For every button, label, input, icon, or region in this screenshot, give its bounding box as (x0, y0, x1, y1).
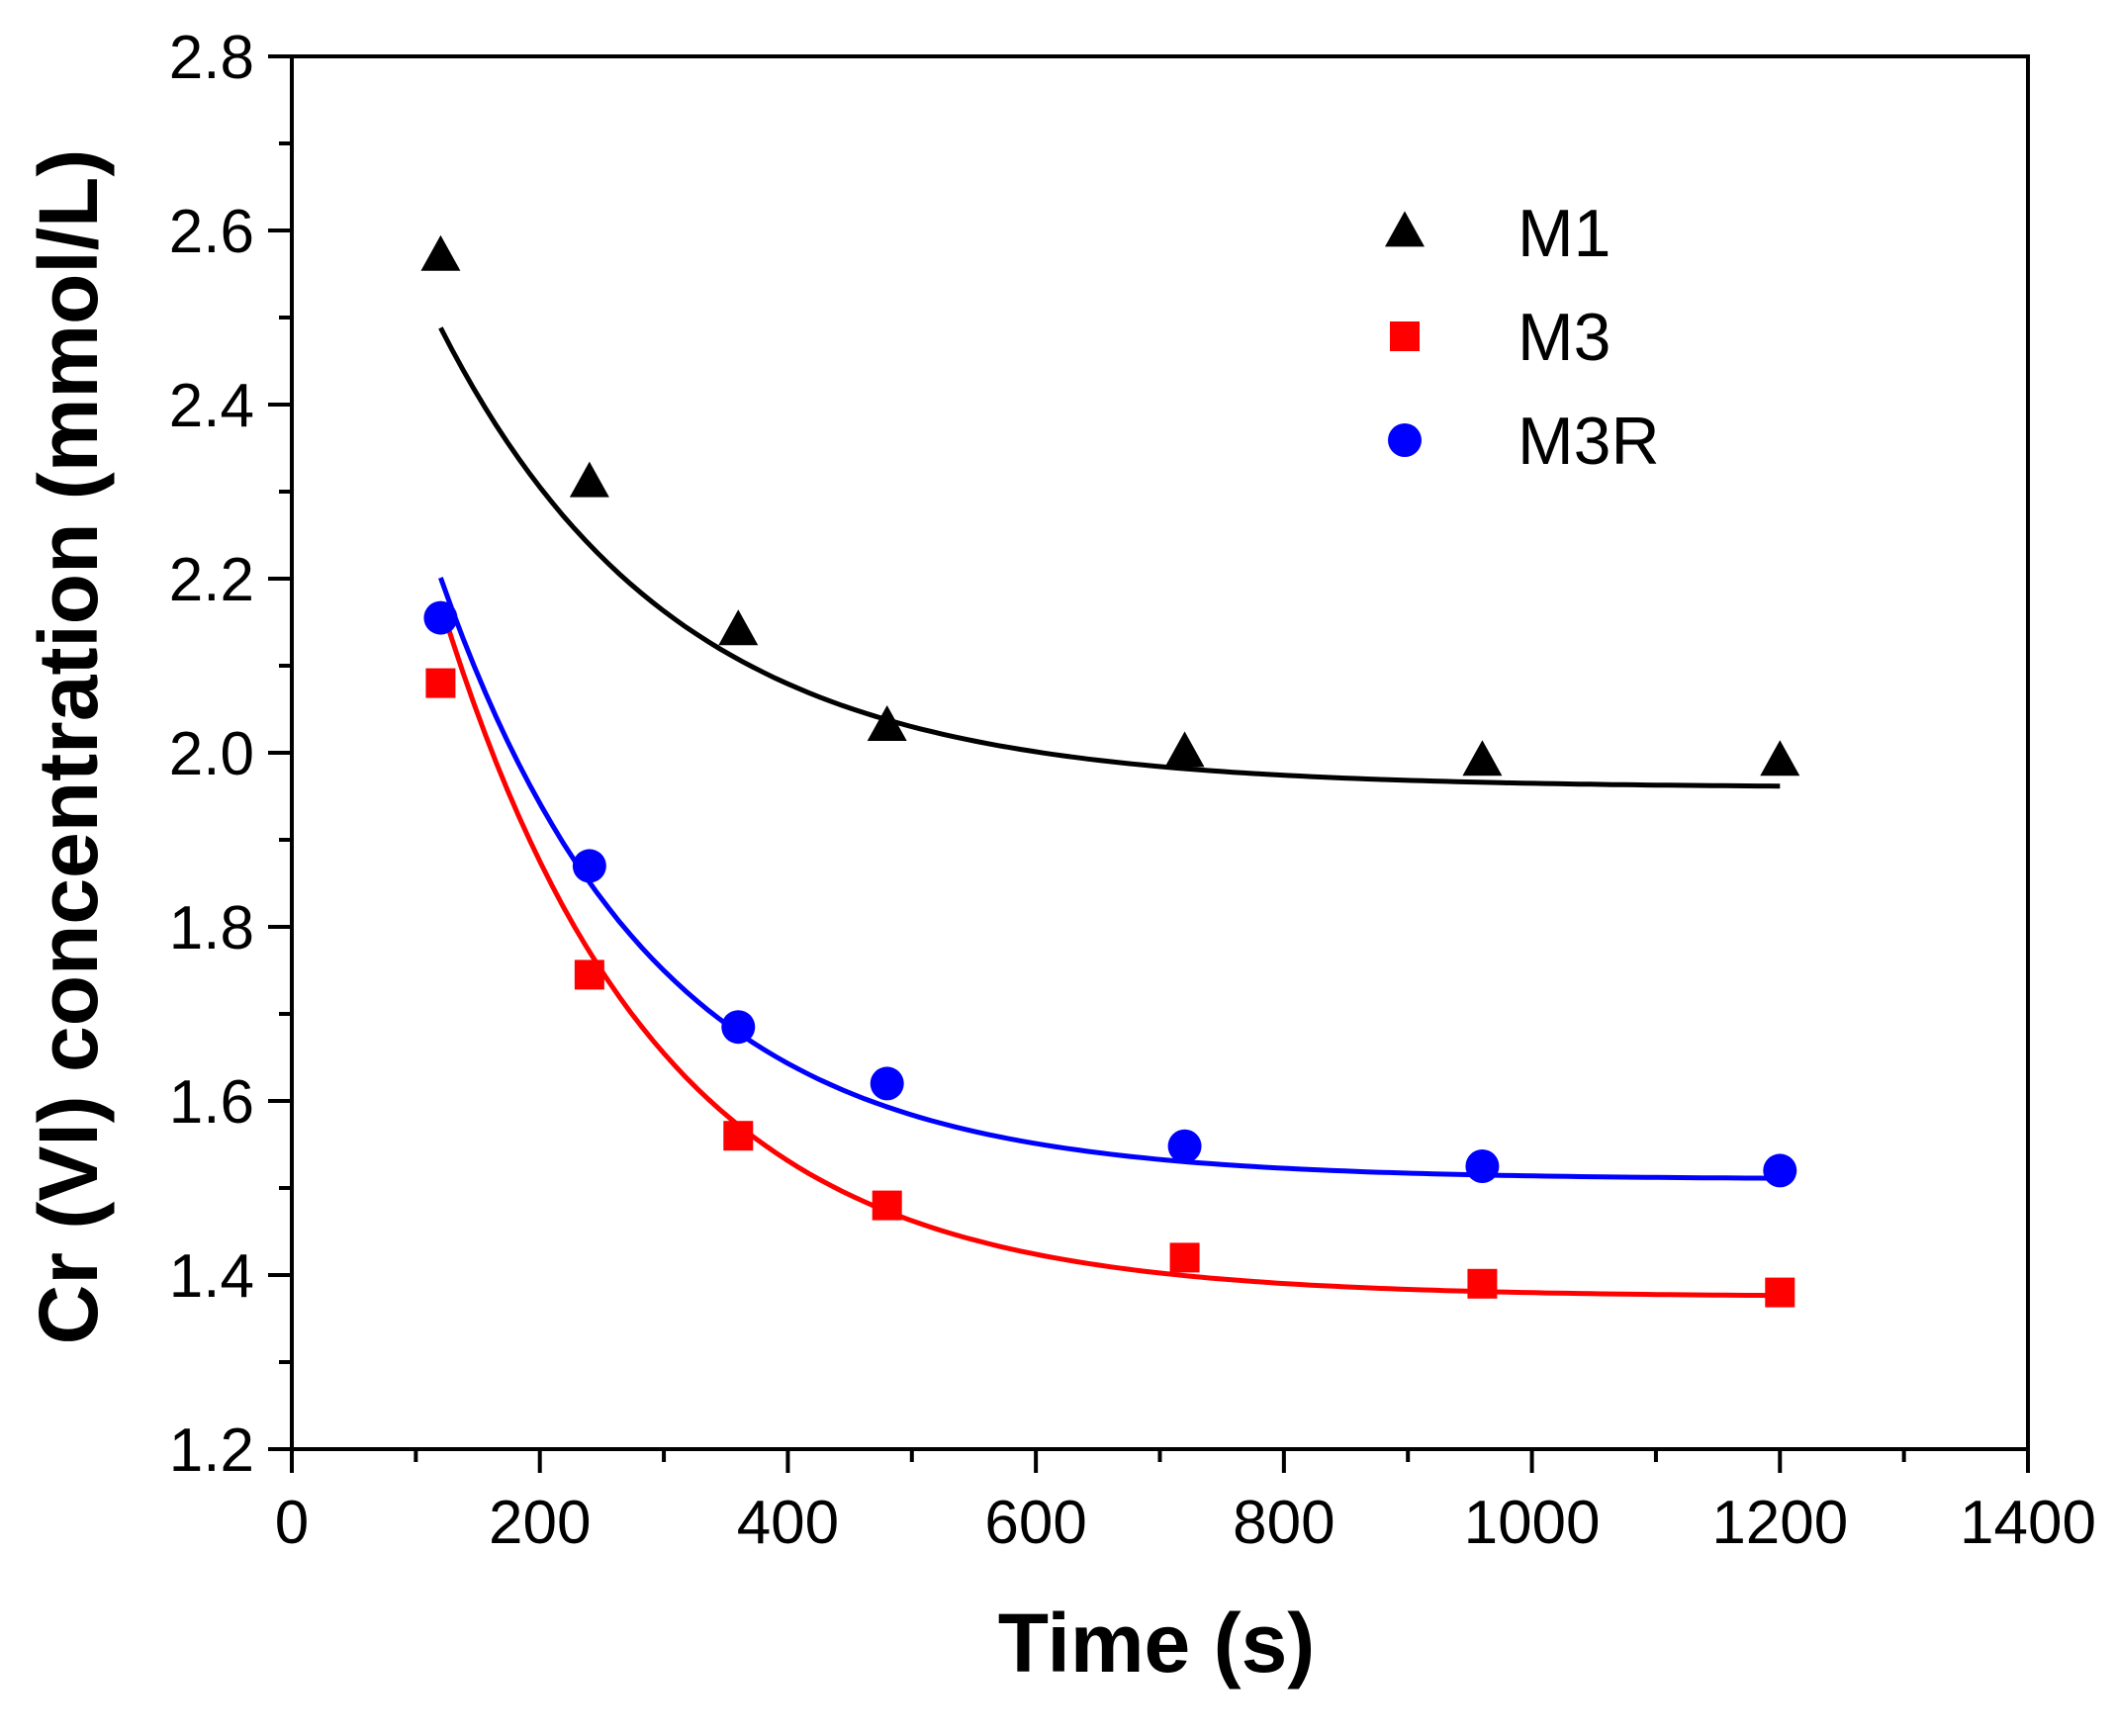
point-m1 (420, 234, 461, 271)
point-m1 (1164, 731, 1205, 768)
point-m3 (1467, 1268, 1498, 1299)
fit-line-m3r (438, 577, 1781, 1181)
x-tick-label: 0 (275, 1489, 309, 1557)
legend: M1 M3 M3R (1385, 196, 1660, 479)
point-m3 (1765, 1277, 1795, 1308)
y-tick-label: 2.2 (169, 546, 254, 614)
point-m3r (721, 1010, 756, 1045)
y-tick-label: 1.2 (169, 1416, 254, 1485)
x-tick-label: 200 (489, 1489, 591, 1557)
point-m3 (574, 959, 604, 990)
point-m1 (1462, 740, 1503, 777)
y-tick-label: 2.0 (169, 720, 254, 788)
point-m1 (718, 609, 759, 646)
axis-ticks: 0 200 400 600 800 1000 1200 1400 1.2 1.4 1.6 1.8 2.0… (169, 24, 2096, 1557)
legend-label-m1: M1 (1518, 196, 1610, 271)
x-tick-label: 1400 (1960, 1489, 2096, 1557)
y-axis-title: Cr (VI) concentration (mmol/L) (22, 149, 115, 1345)
plot-border (290, 54, 2030, 1451)
point-m3r (870, 1066, 904, 1101)
point-m3r (1763, 1153, 1797, 1188)
legend-label-m3r: M3R (1518, 404, 1660, 479)
x-tick-label: 600 (984, 1489, 1086, 1557)
x-tick-label: 1200 (1711, 1489, 1848, 1557)
data-points (420, 234, 1800, 1308)
x-tick-label: 800 (1233, 1489, 1334, 1557)
point-m3r (423, 600, 458, 635)
point-m3 (723, 1121, 754, 1151)
point-m1 (867, 705, 907, 741)
point-m3 (425, 668, 456, 698)
legend-marker-m3r (1388, 423, 1422, 457)
fit-curves (438, 326, 1781, 1299)
y-tick-label: 2.4 (169, 372, 254, 440)
legend-marker-m3 (1390, 321, 1420, 351)
y-tick-label: 2.8 (169, 24, 254, 92)
fit-line-m3 (438, 602, 1781, 1299)
point-m3 (872, 1190, 902, 1221)
legend-label-m3: M3 (1518, 300, 1610, 375)
y-tick-label: 1.4 (169, 1242, 254, 1311)
point-m3 (1169, 1242, 1200, 1273)
fit-line-m1 (438, 326, 1781, 789)
point-m3r (1465, 1149, 1500, 1183)
x-tick-label: 400 (737, 1489, 839, 1557)
point-m3r (1167, 1129, 1202, 1163)
legend-marker-m1 (1385, 211, 1425, 247)
point-m1 (1760, 740, 1800, 777)
x-tick-label: 1000 (1464, 1489, 1601, 1557)
point-m3r (572, 849, 606, 883)
y-tick-label: 1.8 (169, 894, 254, 962)
x-axis-title: Time (s) (998, 1597, 1316, 1690)
plot-area (290, 54, 2030, 1451)
y-tick-label: 1.6 (169, 1068, 254, 1137)
point-m1 (569, 461, 609, 498)
y-tick-label: 2.6 (169, 198, 254, 266)
